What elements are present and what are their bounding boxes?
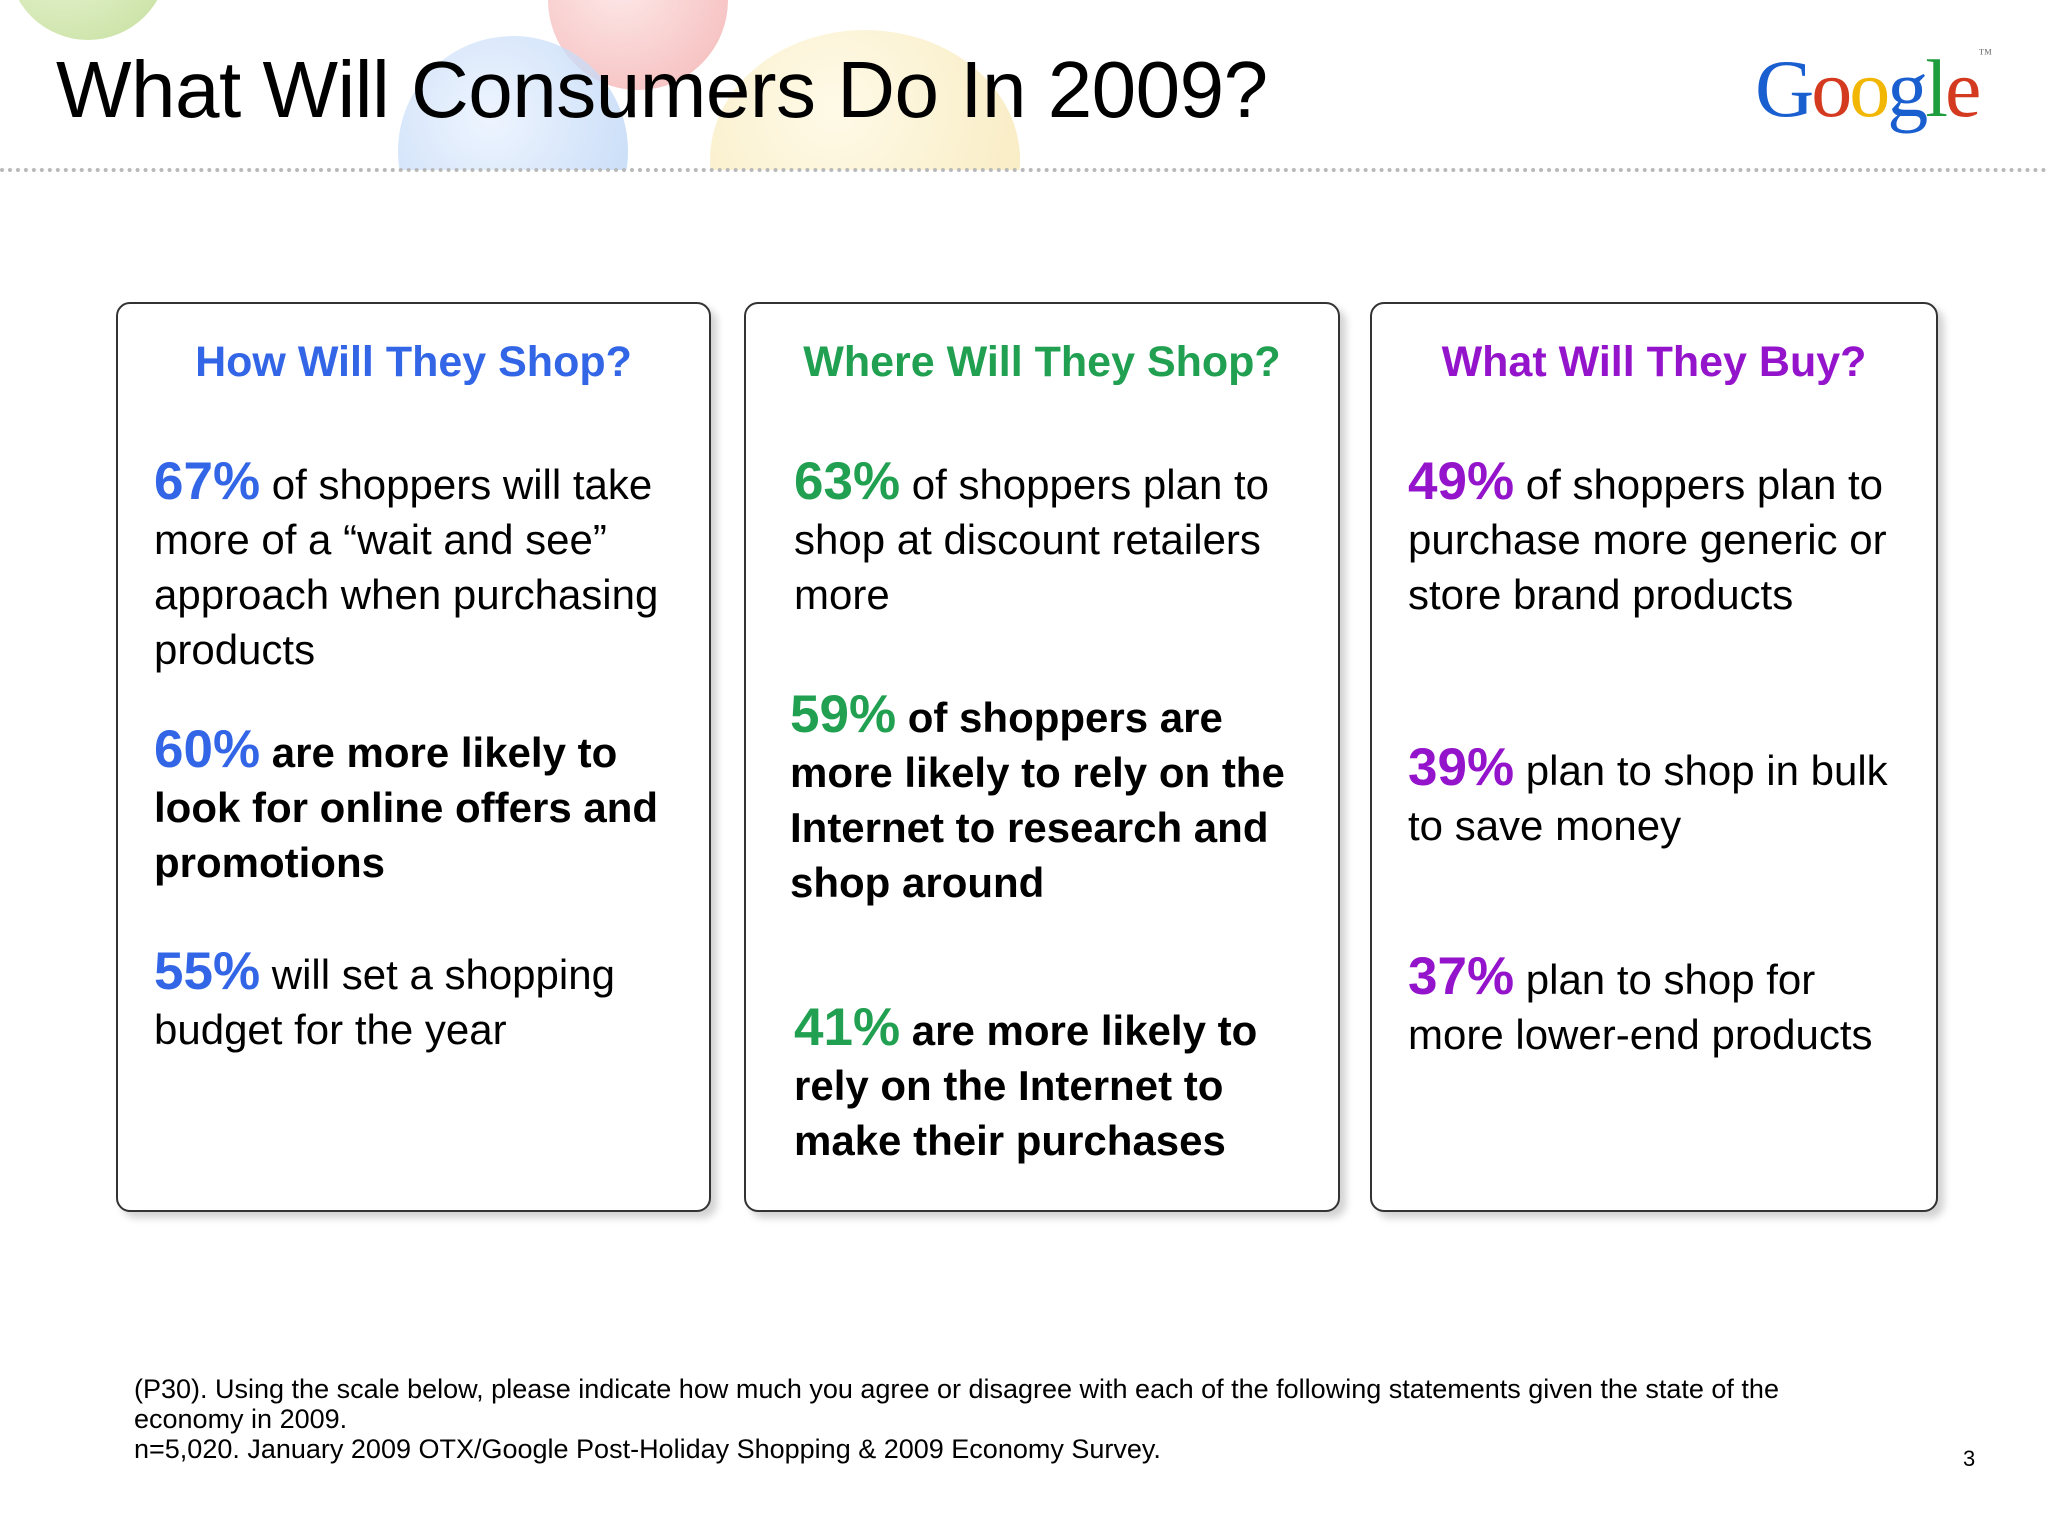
logo-letter: l [1925, 43, 1948, 134]
stat-item: 37% plan to shop for more lower-end prod… [1408, 949, 1898, 1062]
logo-letter: o [1849, 43, 1890, 134]
stat-text: are more likely to rely on the Internet … [794, 1007, 1258, 1164]
logo-letter: e [1945, 43, 1981, 134]
slide-title: What Will Consumers Do In 2009? [56, 45, 1268, 134]
logo-letter: g [1887, 43, 1928, 134]
footnote: (P30). Using the scale below, please ind… [134, 1374, 1894, 1464]
stat-item: 60% are more likely to look for online o… [154, 722, 664, 890]
stat-item: 63% of shoppers plan to shop at discount… [794, 454, 1294, 622]
footnote-source: n=5,020. January 2009 OTX/Google Post-Ho… [134, 1434, 1161, 1464]
google-logo: Google™ [1755, 48, 1992, 130]
stat-item: 67% of shoppers will take more of a “wai… [154, 454, 664, 677]
stat-text: are more likely to look for online offer… [154, 729, 659, 886]
stat-text: plan to shop for more lower-end products [1408, 956, 1873, 1058]
card-heading: How Will They Shop? [195, 338, 632, 386]
logo-letter: G [1755, 43, 1814, 134]
stat-text: will set a shopping budget for the year [154, 951, 615, 1053]
stat-text: of shoppers plan to purchase more generi… [1408, 461, 1887, 618]
stat-percent: 41% [794, 998, 901, 1057]
decorative-green-ball [8, 0, 168, 40]
stat-percent: 60% [154, 720, 261, 779]
stat-item: 55% will set a shopping budget for the y… [154, 944, 664, 1057]
card-heading: What Will They Buy? [1441, 338, 1867, 386]
stat-item: 59% of shoppers are more likely to rely … [790, 687, 1310, 910]
stat-text: of shoppers plan to shop at discount ret… [794, 461, 1269, 618]
page-number: 3 [1963, 1446, 1976, 1471]
card-where-will-they-shop: Where Will They Shop? 63% of shoppers pl… [744, 302, 1340, 1212]
card-how-will-they-shop: How Will They Shop? 67% of shoppers will… [116, 302, 711, 1212]
stat-percent: 67% [154, 452, 261, 511]
stat-item: 49% of shoppers plan to purchase more ge… [1408, 454, 1898, 622]
stat-item: 41% are more likely to rely on the Inter… [794, 1000, 1314, 1168]
stat-text: of shoppers are more likely to rely on t… [790, 694, 1285, 906]
footnote-question: (P30). Using the scale below, please ind… [134, 1374, 1779, 1434]
stat-percent: 55% [154, 942, 261, 1001]
trademark-symbol: ™ [1978, 47, 1993, 62]
card-heading: Where Will They Shop? [803, 338, 1281, 386]
stat-percent: 37% [1408, 947, 1515, 1006]
title-divider [0, 168, 2048, 172]
stat-percent: 49% [1408, 452, 1515, 511]
logo-letter: o [1811, 43, 1852, 134]
card-what-will-they-buy: What Will They Buy? 49% of shoppers plan… [1370, 302, 1938, 1212]
stat-text: plan to shop in bulk to save money [1408, 747, 1888, 849]
stat-percent: 63% [794, 452, 901, 511]
stat-percent: 39% [1408, 738, 1515, 797]
stat-percent: 59% [790, 685, 897, 744]
stat-text: of shoppers will take more of a “wait an… [154, 461, 659, 673]
stat-item: 39% plan to shop in bulk to save money [1408, 740, 1898, 853]
